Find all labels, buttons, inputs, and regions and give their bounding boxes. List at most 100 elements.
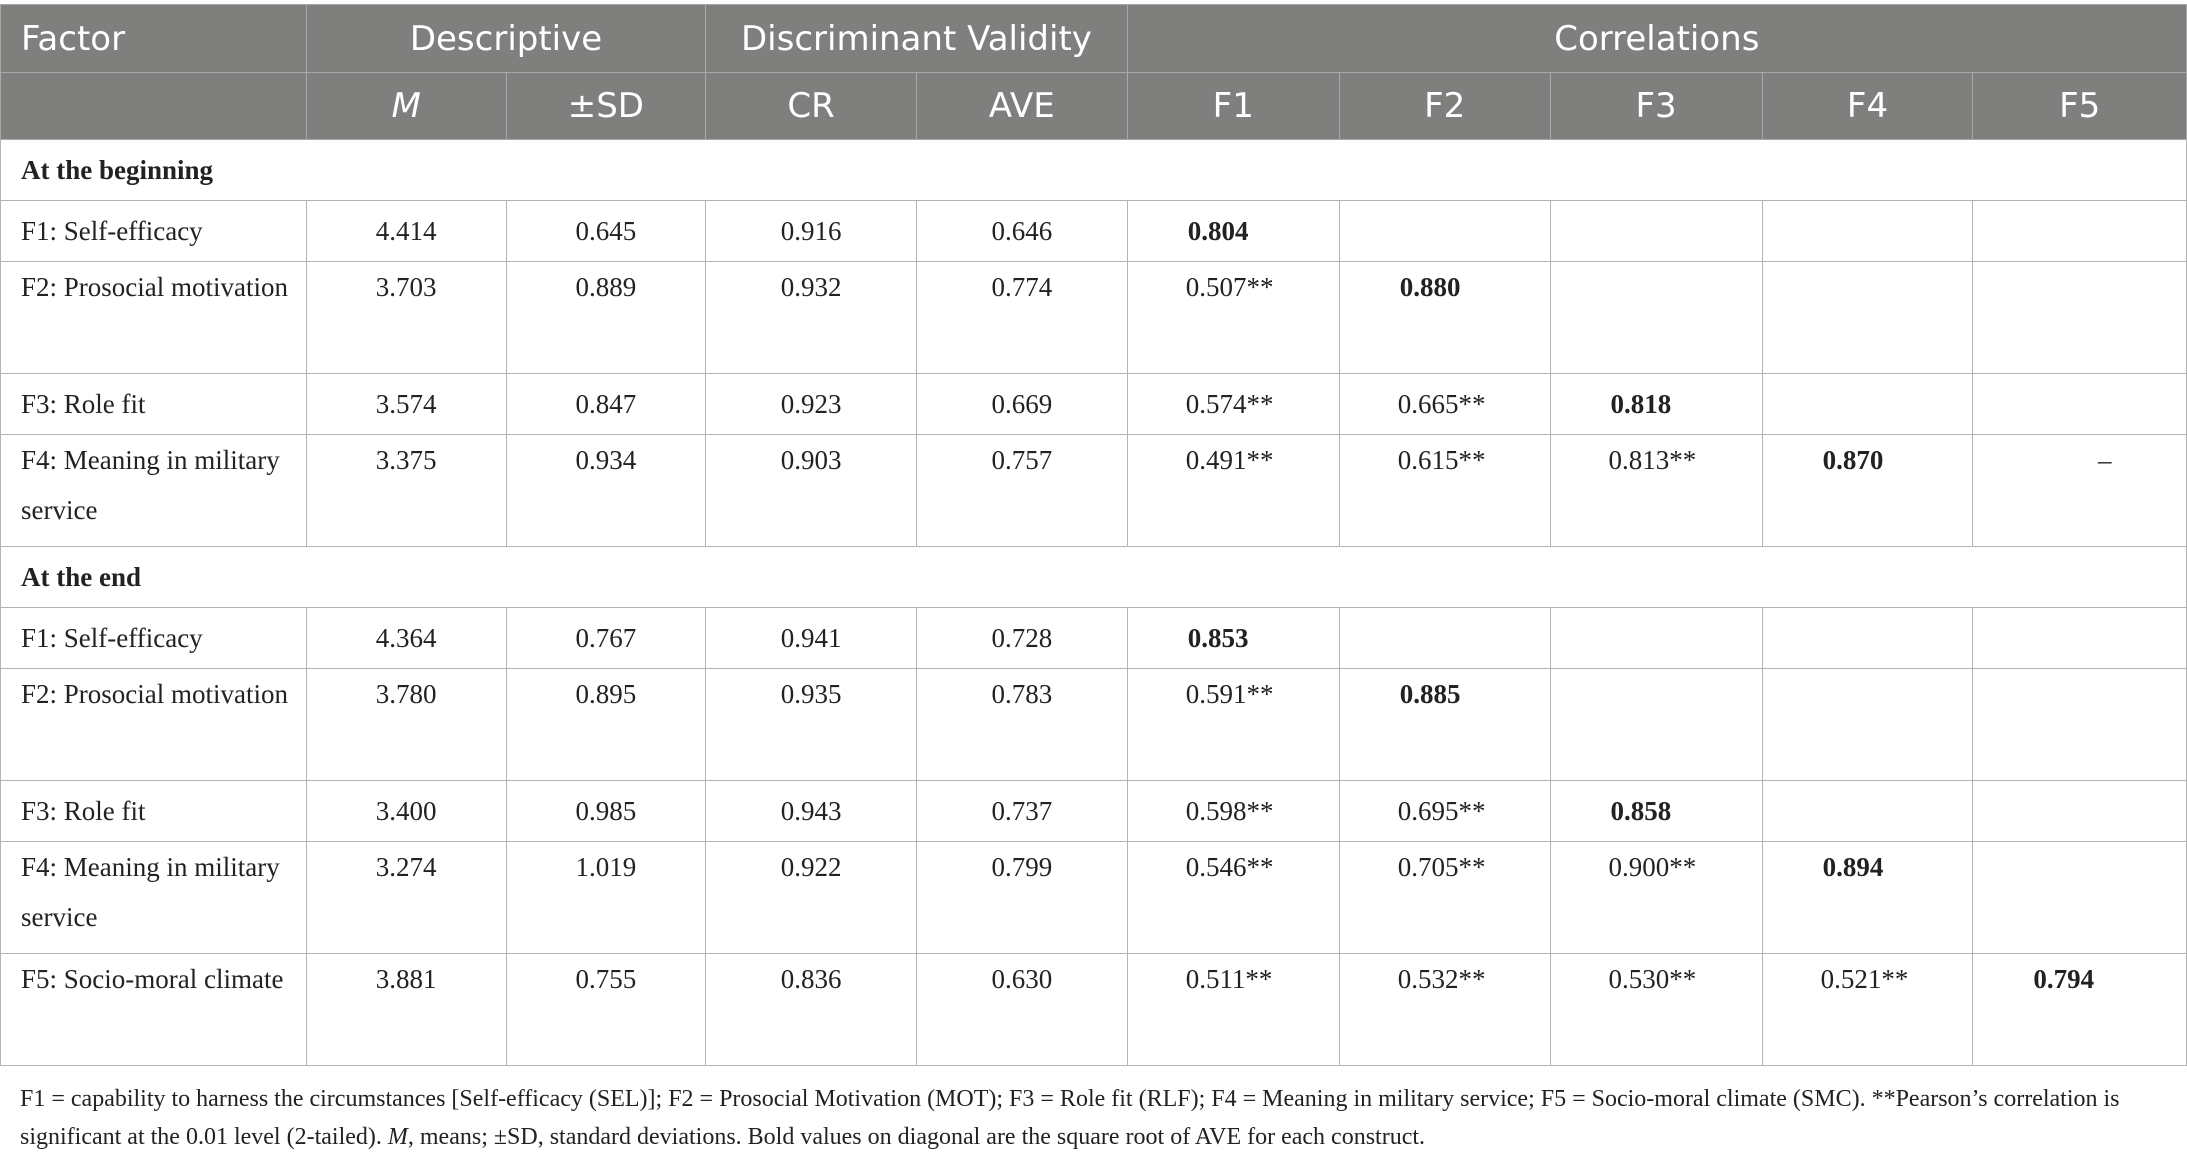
cell-m: 3.574 [305, 373, 507, 435]
cell-sd: 0.755 [505, 953, 707, 1066]
cell-f4: 0.894 [1761, 841, 1974, 954]
table-row: F2: Prosocial motivation 3.780 0.895 0.935 0… [0, 668, 2187, 781]
cell-cr: 0.922 [705, 841, 917, 954]
cell-sd: 0.934 [505, 434, 707, 547]
footnote-part1: F1 = capability to harness the circumsta… [20, 1086, 2120, 1150]
cell-ave: 0.646 [915, 200, 1128, 262]
cell-f3 [1549, 668, 1763, 781]
table-row: F2: Prosocial motivation 3.703 0.889 0.932 0… [0, 261, 2187, 374]
cell-f1: 0.511** [1126, 953, 1340, 1066]
cell-f2: 0.665** [1338, 373, 1551, 435]
cell-f1: 0.591** [1126, 668, 1340, 781]
cell-f5 [1972, 780, 2187, 842]
cell-f4 [1761, 373, 1974, 435]
table-row: F4: Meaning in military service 3.274 1.01… [0, 841, 2187, 954]
cell-sd: 0.847 [505, 373, 707, 435]
cell-f4 [1761, 668, 1974, 781]
cell-f2: 0.615** [1338, 434, 1551, 547]
cell-f3 [1549, 607, 1763, 669]
section-label-beginning: At the beginning [0, 139, 2187, 201]
cell-cr: 0.923 [705, 373, 917, 435]
cell-m: 3.375 [305, 434, 507, 547]
footnote-m: M [387, 1124, 408, 1150]
correlations-group-header: Correlations [1126, 4, 2187, 73]
col-header-ave: AVE [915, 72, 1128, 140]
cell-f1: 0.574** [1126, 373, 1340, 435]
factor-name-cell: F2: Prosocial motivation [0, 668, 307, 781]
factor-name-cell: F3: Role fit [0, 780, 307, 842]
cell-f5: – [1972, 434, 2187, 547]
cell-f2 [1338, 607, 1551, 669]
cell-ave: 0.757 [915, 434, 1128, 547]
section-label-end: At the end [0, 546, 2187, 608]
cell-m: 4.364 [305, 607, 507, 669]
factor-name-cell: F4: Meaning in military service [0, 841, 307, 954]
cell-m: 3.274 [305, 841, 507, 954]
cell-f5 [1972, 261, 2187, 374]
cell-f1: 0.507** [1126, 261, 1340, 374]
cell-f2: 0.705** [1338, 841, 1551, 954]
table-row: F4: Meaning in military service 3.375 0.93… [0, 434, 2187, 547]
cell-f5 [1972, 841, 2187, 954]
cell-f3 [1549, 261, 1763, 374]
col-header-f3: F3 [1549, 72, 1763, 140]
cell-f1: 0.491** [1126, 434, 1340, 547]
cell-f5 [1972, 668, 2187, 781]
cell-f1: 0.804 [1126, 200, 1340, 262]
col-header-f5: F5 [1972, 72, 2187, 140]
cell-f3: 0.530** [1549, 953, 1763, 1066]
discriminant-group-header: Discriminant Validity [705, 4, 1128, 73]
factor-subheader-blank [0, 72, 307, 140]
cell-f1: 0.853 [1126, 607, 1340, 669]
cell-ave: 0.799 [915, 841, 1128, 954]
cell-sd: 0.767 [505, 607, 707, 669]
cell-f4 [1761, 200, 1974, 262]
cell-f5 [1972, 373, 2187, 435]
cell-m: 4.414 [305, 200, 507, 262]
cell-f3: 0.858 [1549, 780, 1763, 842]
footnote-part2: , means; ±SD, standard deviations. Bold … [407, 1124, 1426, 1150]
factor-name-cell: F4: Meaning in military service [0, 434, 307, 547]
cell-f2: 0.695** [1338, 780, 1551, 842]
cell-cr: 0.943 [705, 780, 917, 842]
cell-cr: 0.836 [705, 953, 917, 1066]
table-row: F1: Self-efficacy 4.414 0.645 0.916 0.646 0.8… [0, 200, 2187, 262]
col-header-f1: F1 [1126, 72, 1340, 140]
cell-cr: 0.935 [705, 668, 917, 781]
table-row: F5: Socio-moral climate 3.881 0.755 0.836 0.… [0, 953, 2187, 1066]
cell-f4 [1761, 607, 1974, 669]
cell-f3 [1549, 200, 1763, 262]
col-header-f2: F2 [1338, 72, 1551, 140]
factor-name-cell: F3: Role fit [0, 373, 307, 435]
cell-sd: 1.019 [505, 841, 707, 954]
col-header-sd: ±SD [505, 72, 707, 140]
factor-header: Factor [0, 4, 307, 73]
cell-ave: 0.669 [915, 373, 1128, 435]
cell-ave: 0.630 [915, 953, 1128, 1066]
factor-name-cell: F5: Socio-moral climate [0, 953, 307, 1066]
cell-m: 3.881 [305, 953, 507, 1066]
col-header-f4: F4 [1761, 72, 1974, 140]
cell-cr: 0.941 [705, 607, 917, 669]
factor-name-cell: F1: Self-efficacy [0, 200, 307, 262]
cell-cr: 0.903 [705, 434, 917, 547]
cell-m: 3.400 [305, 780, 507, 842]
cell-ave: 0.783 [915, 668, 1128, 781]
table-row: F3: Role fit 3.574 0.847 0.923 0.669 0.574** 0… [0, 373, 2187, 435]
cell-sd: 0.985 [505, 780, 707, 842]
col-header-m: M [305, 72, 507, 140]
cell-cr: 0.916 [705, 200, 917, 262]
factor-name-cell: F1: Self-efficacy [0, 607, 307, 669]
cell-f4: 0.870 [1761, 434, 1974, 547]
cell-sd: 0.645 [505, 200, 707, 262]
cell-f3: 0.813** [1549, 434, 1763, 547]
cell-f3: 0.818 [1549, 373, 1763, 435]
cell-f2: 0.885 [1338, 668, 1551, 781]
cell-m: 3.780 [305, 668, 507, 781]
cell-f4 [1761, 261, 1974, 374]
cell-f5: 0.794 [1972, 953, 2187, 1066]
table-row: F1: Self-efficacy 4.364 0.767 0.941 0.728 0.8… [0, 607, 2187, 669]
cell-sd: 0.889 [505, 261, 707, 374]
cell-f1: 0.598** [1126, 780, 1340, 842]
cell-f4: 0.521** [1761, 953, 1974, 1066]
